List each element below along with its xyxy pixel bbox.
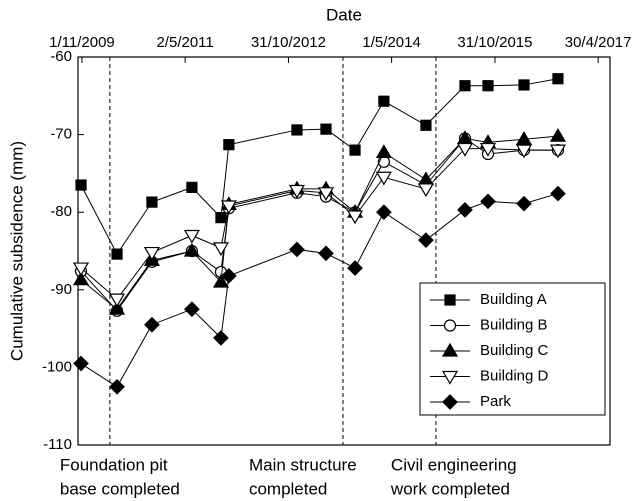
legend-label: Building B [480,316,548,333]
x-tick-label: 30/4/2017 [565,34,632,51]
marker [479,142,497,157]
y-tick-label: -110 [43,436,72,453]
legend-marker [443,319,457,332]
x-tick-label: 2/5/2011 [156,34,213,51]
marker [456,142,474,157]
annotation: Civil engineering [391,455,517,474]
marker [220,200,237,215]
legend: Building A Building B Building C Building D… [419,282,606,416]
marker [376,204,392,221]
marker [108,301,126,315]
y-tick-label: -80 [50,203,72,220]
marker [223,139,235,151]
marker [482,80,494,92]
marker [109,378,125,395]
marker [212,242,229,257]
marker [378,95,390,107]
marker [184,301,200,318]
legend-marker [441,342,459,357]
marker [417,183,434,198]
annotation: work completed [390,479,510,498]
marker [549,144,566,159]
legend-label: Building D [480,367,549,384]
marker [457,202,473,218]
marker [515,144,533,159]
marker [552,73,564,85]
legend-marker [444,294,456,306]
y-axis-title: Cumulative subsidence (mm) [7,141,26,361]
legend-marker [441,370,459,385]
marker [183,229,200,244]
marker [143,246,160,261]
marker [221,267,237,284]
marker [183,242,200,257]
marker [144,316,160,333]
marker [111,248,123,260]
series-line [80,148,558,300]
x-tick-label: 31/10/2012 [251,34,326,51]
marker [318,245,334,262]
marker [320,123,332,135]
marker [418,232,434,248]
x-tick-label: 31/10/2015 [457,34,532,51]
series [75,73,564,260]
legend-label: Building A [480,291,547,308]
marker [375,171,392,186]
marker [289,241,305,258]
marker [186,181,198,193]
marker [317,187,335,201]
marker [459,80,471,92]
annotation: Main structure [249,455,357,474]
marker [75,179,87,191]
marker [72,262,90,277]
marker [212,273,229,288]
annotation: Foundation pit [60,455,168,474]
marker [375,144,392,159]
marker [550,185,566,202]
marker [516,195,532,212]
legend-label: Building C [480,342,549,359]
marker [215,212,227,224]
marker [108,293,126,308]
marker [480,193,496,210]
marker [515,131,533,145]
marker [518,79,530,91]
y-tick-label: -60 [50,48,72,65]
series [73,185,566,395]
marker [291,124,303,136]
x-tick-label: 1/5/2014 [362,34,420,51]
plot-frame [77,56,611,446]
marker [420,119,432,131]
y-tick-label: -100 [42,358,72,375]
series-line [80,78,559,256]
legend-label: Park [480,393,511,410]
marker [72,271,90,286]
legend-marker [442,394,458,410]
x-axis-title: Date [326,5,362,24]
marker [346,210,364,225]
series [72,142,566,308]
annotation: completed [249,479,327,498]
y-tick-label: -90 [50,281,72,298]
marker [288,184,305,199]
marker [146,196,158,208]
marker [349,144,361,156]
marker [549,127,566,142]
annotation: base completed [60,479,180,498]
marker [213,330,229,346]
y-tick-label: -70 [50,126,72,143]
marker [347,260,363,276]
marker [73,355,89,372]
x-tick-label: 1/11/2009 [49,34,115,51]
